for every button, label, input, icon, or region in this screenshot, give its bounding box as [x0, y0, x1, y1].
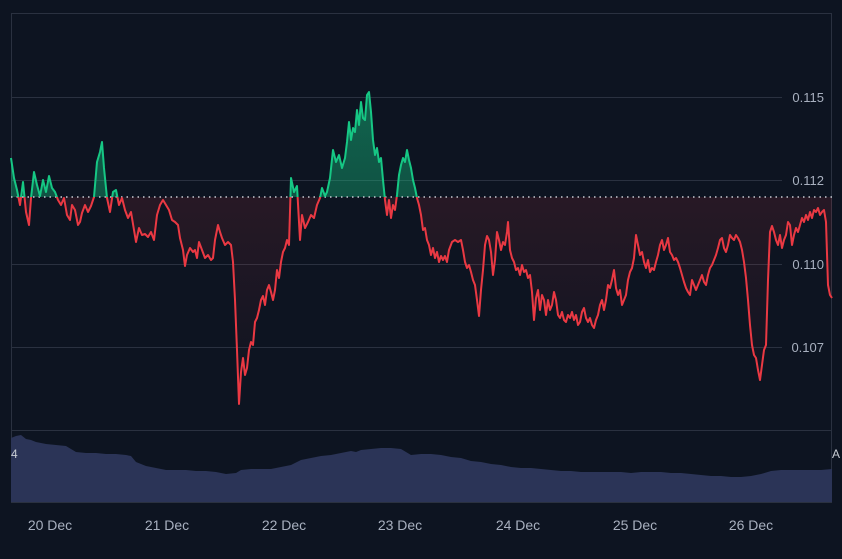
x-axis-labels: 20 Dec 21 Dec 22 Dec 23 Dec 24 Dec 25 Dec 26 D… — [28, 517, 773, 533]
price-line-down — [17, 197, 833, 405]
left-edge-label: 4 — [11, 447, 18, 461]
volume-fill — [11, 435, 832, 502]
right-edge-label: A — [832, 447, 840, 461]
y-tick-label: 0.112 — [792, 173, 824, 188]
y-tick-label: 0.110 — [792, 257, 824, 272]
y-axis-labels: 0.115 0.112 0.110 0.107 — [791, 90, 824, 355]
y-tick-label: 0.107 — [791, 340, 824, 355]
y-tick-label: 0.115 — [792, 90, 824, 105]
x-tick-label: 25 Dec — [613, 517, 657, 533]
x-tick-label: 23 Dec — [378, 517, 422, 533]
x-tick-label: 21 Dec — [145, 517, 189, 533]
x-tick-label: 22 Dec — [262, 517, 306, 533]
below-baseline-fill — [11, 197, 832, 404]
y-gridlines — [11, 97, 782, 348]
x-tick-label: 26 Dec — [729, 517, 773, 533]
x-tick-label: 24 Dec — [496, 517, 540, 533]
price-fills — [11, 92, 832, 404]
volume-area — [11, 435, 832, 502]
price-line[interactable] — [10, 91, 833, 405]
x-tick-label: 20 Dec — [28, 517, 72, 533]
